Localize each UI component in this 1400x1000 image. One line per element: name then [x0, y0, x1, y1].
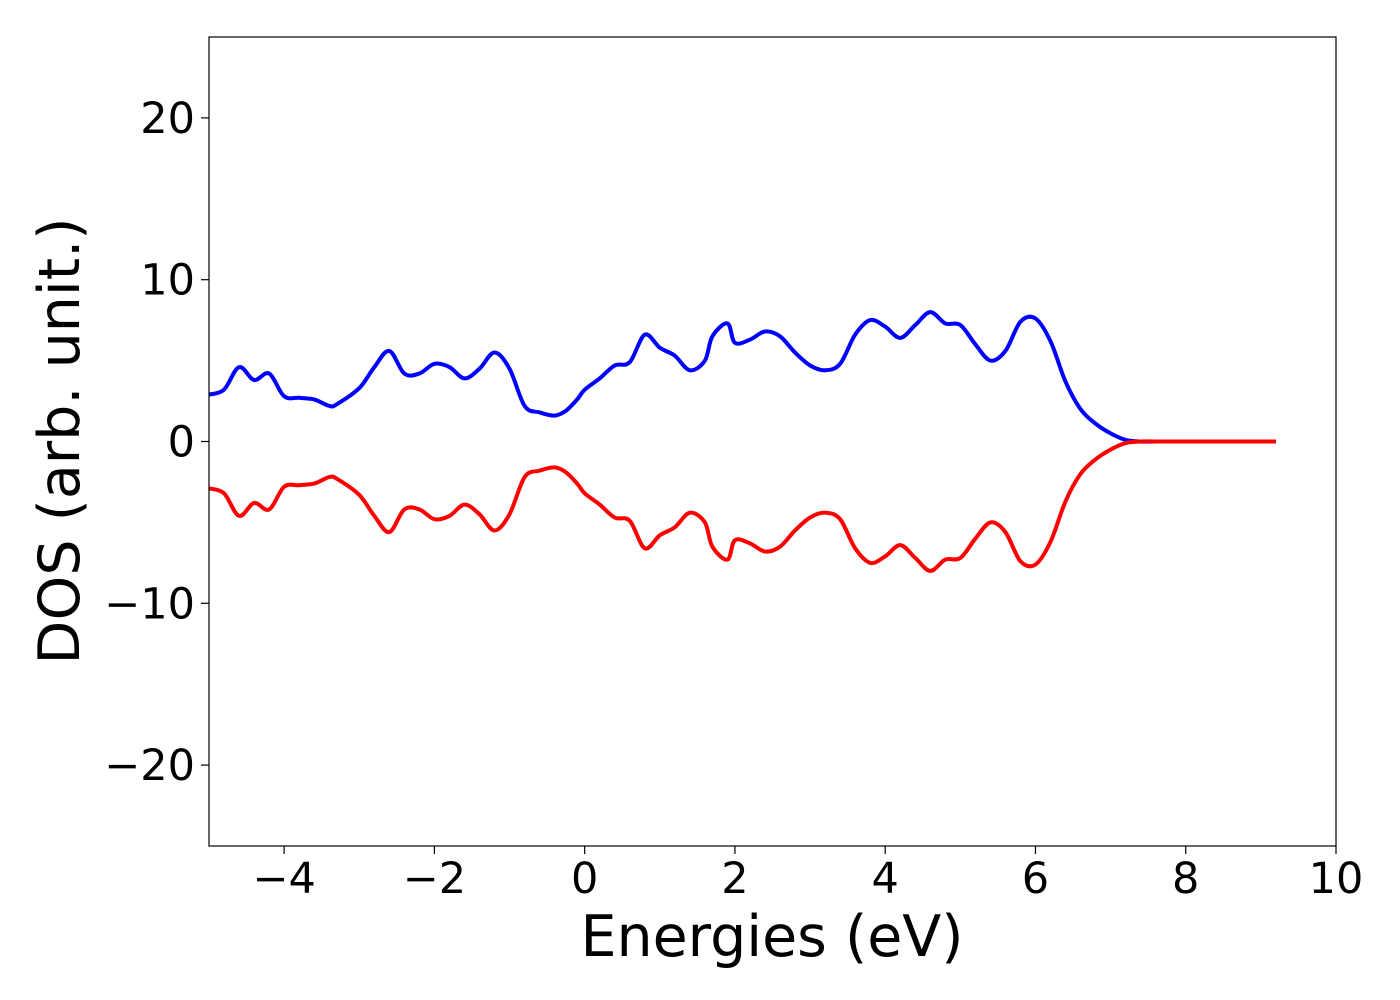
y-tick-label: 10 [140, 256, 195, 306]
x-tick-label: 8 [1172, 854, 1199, 904]
y-tick-label: 20 [140, 94, 195, 144]
y-tick-label: −10 [104, 579, 195, 629]
x-tick-label: 10 [1309, 854, 1364, 904]
y-axis: −20 −10 0 10 20 [104, 94, 209, 791]
series-line-2 [208, 439, 1276, 573]
x-tick-label: 6 [1022, 854, 1049, 904]
x-tick-label: −4 [252, 854, 315, 904]
x-axis: −4 −2 0 2 4 6 8 10 [252, 846, 1363, 904]
x-tick-label: 4 [872, 854, 899, 904]
y-tick-label: 0 [168, 418, 195, 468]
x-axis-label: Energies (eV) [580, 904, 963, 970]
y-tick-label: −20 [104, 741, 195, 791]
series-layer [208, 310, 1276, 573]
series-line-1 [208, 310, 1276, 444]
x-tick-label: 2 [721, 854, 748, 904]
y-axis-label: DOS (arb. unit.) [27, 218, 93, 665]
x-tick-label: 0 [571, 854, 598, 904]
x-tick-label: −2 [403, 854, 466, 904]
